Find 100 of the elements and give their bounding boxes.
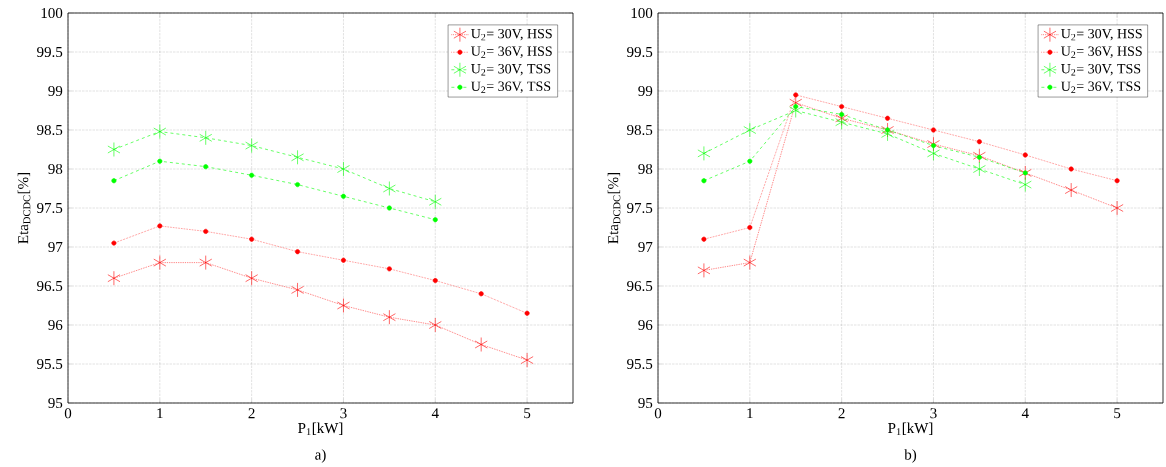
point [973, 148, 986, 164]
point [930, 127, 936, 133]
y-tick-label: 96.5 [37, 280, 63, 292]
point [701, 236, 707, 242]
point [199, 255, 213, 270]
y-tick-label: 95 [48, 397, 63, 409]
y-tick-label: 95.5 [627, 358, 653, 370]
point [245, 270, 258, 286]
point [520, 352, 534, 368]
legend-label: U$_{2}$= 36V, HSS [1061, 46, 1142, 58]
y-tick-label: 97.5 [627, 202, 653, 214]
x-tick-label: 1 [157, 408, 163, 419]
point [432, 278, 438, 284]
point [157, 158, 163, 164]
legend-label: U$_{2}$= 30V, TSS [471, 63, 551, 76]
point [249, 172, 255, 178]
text: a) [315, 449, 326, 463]
point [153, 255, 167, 270]
point [885, 115, 891, 121]
y-tick-label: 95.5 [37, 358, 63, 370]
point [157, 223, 163, 229]
x-tick-label: 4 [431, 408, 439, 419]
point [295, 182, 301, 188]
y-axis-title: Eta$_{DCDC}$[%] [17, 173, 31, 244]
x-tick-label: 0 [64, 408, 72, 419]
point [203, 228, 209, 234]
point [340, 193, 346, 199]
point [295, 249, 301, 255]
point [747, 158, 753, 164]
legend-label: U$_{2}$= 30V, TSS [1061, 63, 1141, 76]
legend-label: U$_{2}$= 30V, HSS [1061, 28, 1142, 41]
point [930, 143, 936, 149]
point [697, 263, 711, 278]
point [428, 317, 442, 333]
point [1022, 170, 1028, 176]
point [976, 154, 982, 160]
point [1068, 166, 1074, 172]
y-tick-label: 98 [48, 163, 63, 175]
point [474, 337, 488, 352]
point [697, 146, 711, 161]
x-axis-title: P$_{1}$[kW] [888, 422, 933, 436]
legend-label: U$_{2}$= 36V, HSS [471, 46, 552, 58]
point [245, 138, 258, 153]
point [793, 104, 799, 110]
point [428, 194, 442, 210]
y-tick-label: 99 [638, 85, 653, 97]
point [747, 225, 753, 230]
y-tick-label: 99.5 [37, 46, 63, 58]
y-tick-label: 97 [48, 241, 63, 253]
x-tick-label: 1 [747, 408, 753, 419]
y-tick-label: 98.5 [627, 124, 653, 136]
point [291, 150, 304, 165]
point [1022, 152, 1028, 158]
point [249, 236, 255, 242]
point [793, 92, 799, 98]
point [927, 146, 940, 161]
y-tick-label: 96.5 [627, 280, 653, 292]
point [386, 266, 392, 272]
legend-label: U$_{2}$= 36V, TSS [1061, 81, 1141, 93]
point [524, 310, 530, 316]
point [789, 103, 803, 118]
point [432, 217, 438, 223]
point [111, 240, 117, 246]
point [1064, 182, 1078, 198]
y-tick-label: 100 [41, 7, 63, 19]
x-tick-label: 0 [654, 408, 662, 419]
point [107, 270, 121, 286]
point [386, 205, 392, 211]
point [701, 178, 707, 184]
x-tick-label: 4 [1021, 408, 1029, 419]
point [383, 309, 396, 325]
x-tick-label: 3 [930, 408, 937, 419]
point [1018, 165, 1032, 181]
point [1110, 200, 1124, 216]
x-tick-label: 2 [838, 408, 845, 419]
point [976, 139, 982, 145]
point [743, 255, 757, 270]
point [107, 142, 121, 157]
y-tick-label: 96 [48, 319, 63, 331]
point [153, 124, 167, 139]
y-tick-label: 97 [638, 241, 653, 253]
y-tick-label: 95 [638, 397, 653, 409]
point [1114, 178, 1120, 184]
point [291, 282, 304, 298]
point [478, 291, 484, 297]
y-tick-label: 98.5 [37, 124, 63, 136]
point [839, 104, 845, 110]
point [203, 164, 209, 170]
point [973, 161, 986, 177]
point [743, 122, 757, 138]
point [1018, 177, 1032, 192]
point [383, 181, 396, 196]
y-tick-label: 97.5 [37, 202, 63, 214]
point [885, 127, 891, 133]
point [111, 178, 117, 184]
x-tick-label: 2 [248, 408, 255, 419]
y-axis-title: Eta$_{DCDC}$[%] [607, 173, 621, 244]
point [340, 257, 346, 263]
point [835, 114, 849, 130]
legend-label: U$_{2}$= 36V, TSS [471, 81, 551, 93]
